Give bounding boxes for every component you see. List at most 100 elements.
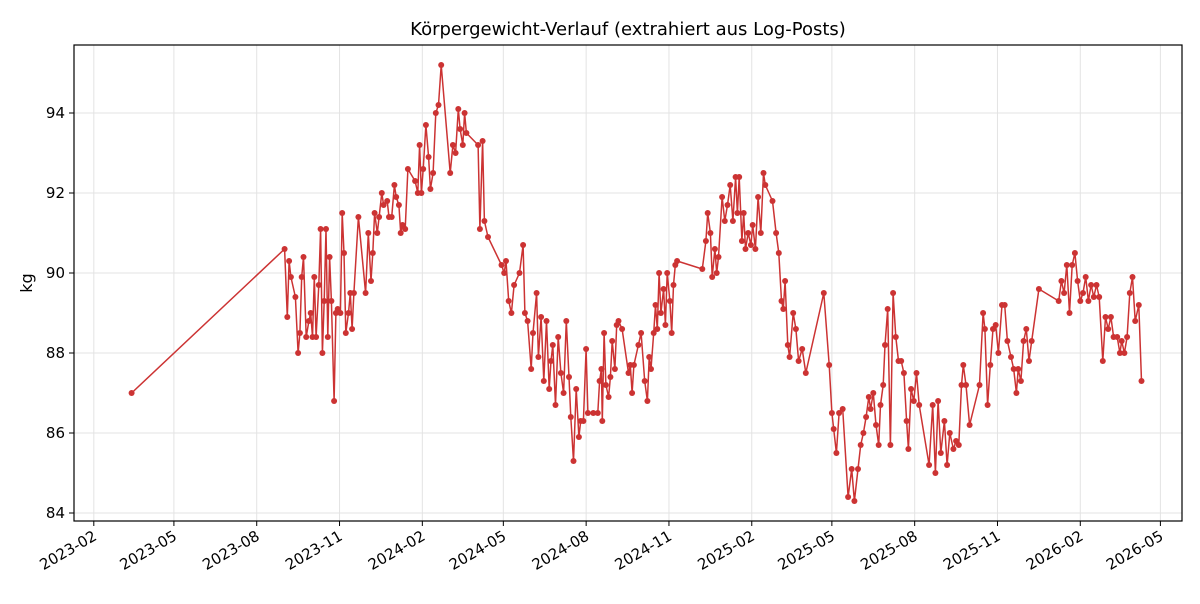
data-point (615, 318, 622, 324)
data-point (833, 450, 840, 456)
data-point (762, 182, 769, 188)
data-point (295, 350, 302, 356)
data-point (855, 466, 861, 472)
data-point (1008, 354, 1014, 360)
data-point (727, 182, 734, 188)
data-point (839, 406, 846, 412)
y-tick-label: 92 (46, 184, 65, 202)
data-point (903, 418, 910, 424)
data-point (666, 298, 673, 304)
data-point (584, 410, 591, 416)
data-point (740, 210, 747, 216)
data-point (533, 290, 540, 296)
data-point (820, 290, 827, 296)
data-point (749, 222, 756, 228)
y-tick-label: 94 (46, 104, 65, 122)
data-point (393, 194, 400, 200)
data-point (795, 358, 802, 364)
data-point (738, 238, 745, 244)
data-point (508, 310, 515, 316)
data-point (630, 362, 637, 368)
data-point (905, 446, 912, 452)
data-point (594, 410, 601, 416)
data-point (560, 390, 567, 396)
data-series (128, 62, 1145, 504)
data-point (1058, 278, 1065, 284)
data-point (802, 370, 809, 376)
data-point (715, 254, 722, 260)
data-point (760, 170, 767, 176)
data-point (432, 110, 439, 116)
data-point (995, 350, 1002, 356)
data-point (1010, 366, 1017, 372)
data-point (345, 310, 352, 316)
data-point (984, 402, 991, 408)
x-tick-label: 2023-05 (117, 527, 180, 574)
data-point (362, 290, 369, 296)
data-point (877, 402, 884, 408)
data-point (1020, 338, 1027, 344)
data-point (799, 346, 806, 352)
data-point (563, 318, 570, 324)
data-point (388, 214, 395, 220)
data-point (1088, 282, 1095, 288)
data-point (599, 418, 606, 424)
x-tick-label: 2024-05 (446, 527, 509, 574)
data-point (598, 366, 605, 372)
data-point (757, 230, 764, 236)
data-point (851, 498, 858, 504)
data-point (1102, 314, 1109, 320)
data-point (311, 274, 318, 280)
data-point (1077, 298, 1084, 304)
data-point (412, 178, 419, 184)
data-point (734, 210, 741, 216)
data-point (1061, 290, 1068, 296)
x-tick-label: 2026-02 (1023, 527, 1086, 574)
data-point (702, 238, 709, 244)
data-point (1071, 250, 1078, 256)
data-point (830, 426, 837, 432)
data-point (516, 270, 523, 276)
data-point (1126, 290, 1133, 296)
data-point (326, 254, 333, 260)
data-point (900, 370, 907, 376)
data-point (305, 318, 312, 324)
data-point (880, 382, 887, 388)
data-point (583, 346, 590, 352)
data-point (391, 182, 398, 188)
data-point (721, 218, 728, 224)
data-point (792, 326, 799, 332)
data-point (955, 442, 962, 448)
data-point (323, 226, 329, 232)
data-point (769, 198, 776, 204)
data-point (713, 270, 720, 276)
data-point (976, 382, 983, 388)
data-point (707, 230, 714, 236)
data-point (828, 410, 835, 416)
data-point (836, 410, 843, 416)
data-point (1082, 274, 1089, 280)
x-tick-label: 2023-08 (199, 527, 262, 574)
y-axis: 84 86 88 90 92 94 (46, 104, 74, 522)
data-point (317, 226, 324, 232)
data-point (1074, 278, 1081, 284)
data-point (611, 366, 618, 372)
data-point (644, 398, 651, 404)
data-point (319, 350, 326, 356)
data-point (875, 442, 882, 448)
data-point (1124, 334, 1131, 340)
data-point (324, 334, 331, 340)
data-point (662, 322, 669, 328)
data-point (932, 470, 939, 476)
data-point (916, 402, 923, 408)
data-point (1035, 286, 1042, 292)
data-point (1090, 294, 1097, 300)
data-point (629, 390, 636, 396)
data-point (609, 338, 616, 344)
data-point (530, 330, 536, 336)
data-point (747, 242, 754, 248)
data-point (937, 450, 944, 456)
data-point (1026, 358, 1032, 364)
y-tick-label: 86 (46, 424, 65, 442)
data-point (601, 330, 608, 336)
